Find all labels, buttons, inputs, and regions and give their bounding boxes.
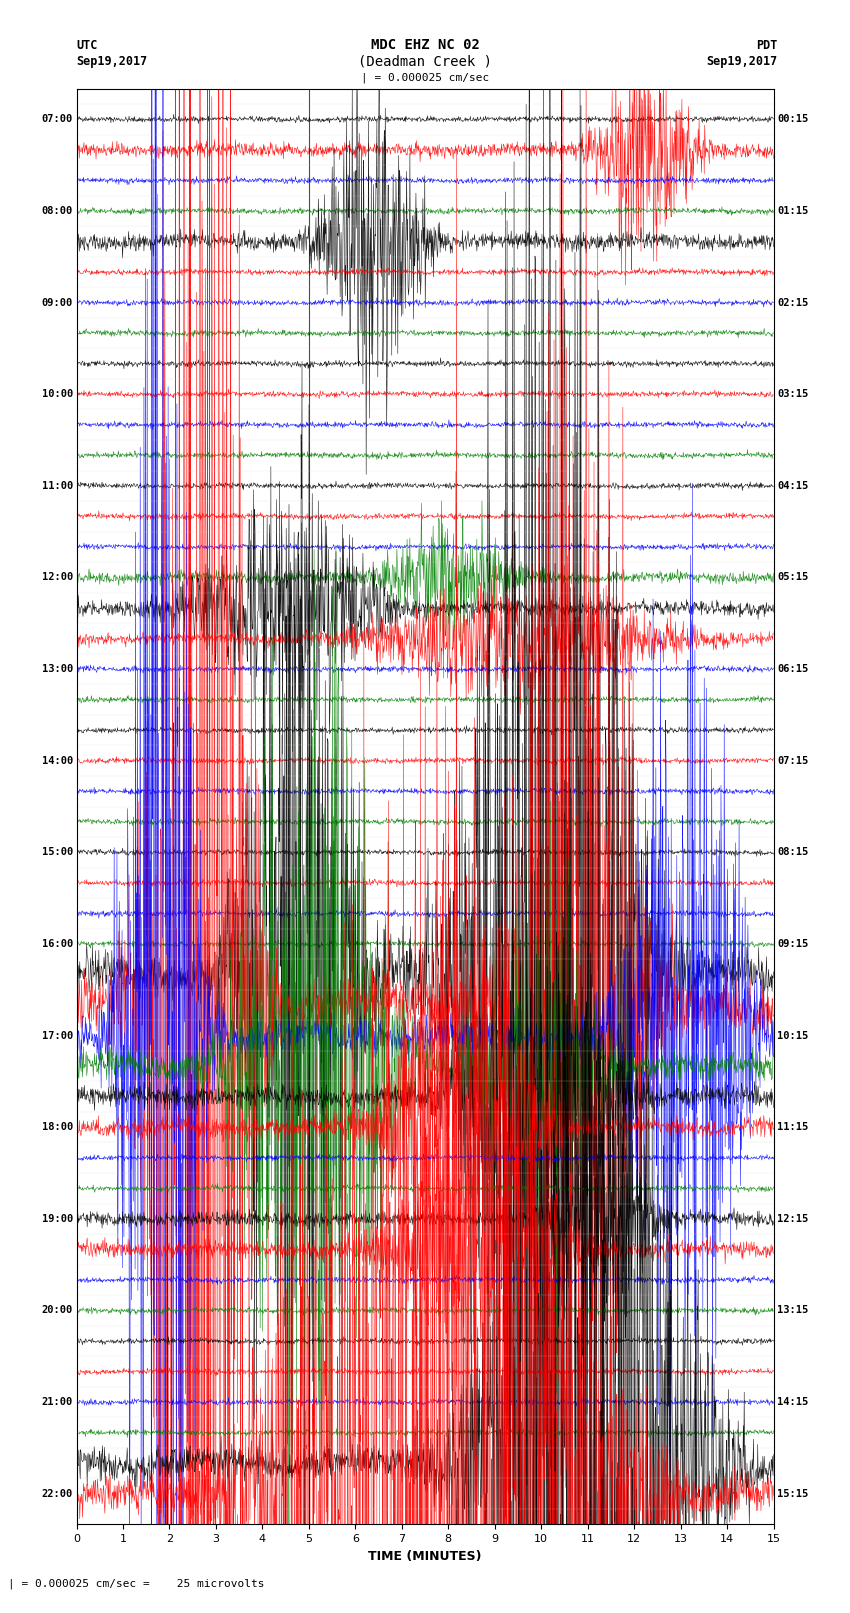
Text: MDC EHZ NC 02: MDC EHZ NC 02	[371, 39, 479, 52]
Text: 02:15: 02:15	[777, 297, 808, 308]
Text: 06:15: 06:15	[777, 665, 808, 674]
Text: 12:00: 12:00	[42, 573, 73, 582]
Text: UTC: UTC	[76, 39, 98, 52]
Text: 17:00: 17:00	[42, 1031, 73, 1040]
Text: 08:00: 08:00	[42, 206, 73, 216]
Text: 04:15: 04:15	[777, 481, 808, 490]
Text: 19:00: 19:00	[42, 1215, 73, 1224]
Text: | = 0.000025 cm/sec: | = 0.000025 cm/sec	[361, 73, 489, 82]
Text: 20:00: 20:00	[42, 1305, 73, 1316]
Text: 03:15: 03:15	[777, 389, 808, 398]
Text: 01:15: 01:15	[777, 206, 808, 216]
Text: 08:15: 08:15	[777, 847, 808, 858]
Text: Sep19,2017: Sep19,2017	[706, 55, 778, 68]
Text: 15:15: 15:15	[777, 1489, 808, 1498]
Text: 13:00: 13:00	[42, 665, 73, 674]
Text: 05:15: 05:15	[777, 573, 808, 582]
Text: PDT: PDT	[756, 39, 778, 52]
Text: 21:00: 21:00	[42, 1397, 73, 1407]
Text: 13:15: 13:15	[777, 1305, 808, 1316]
Text: 15:00: 15:00	[42, 847, 73, 858]
Text: Sep19,2017: Sep19,2017	[76, 55, 148, 68]
Text: 14:00: 14:00	[42, 755, 73, 766]
Text: 10:00: 10:00	[42, 389, 73, 398]
X-axis label: TIME (MINUTES): TIME (MINUTES)	[368, 1550, 482, 1563]
Text: 11:15: 11:15	[777, 1123, 808, 1132]
Text: | = 0.000025 cm/sec =    25 microvolts: | = 0.000025 cm/sec = 25 microvolts	[8, 1579, 265, 1589]
Text: 12:15: 12:15	[777, 1215, 808, 1224]
Text: 22:00: 22:00	[42, 1489, 73, 1498]
Text: 00:15: 00:15	[777, 115, 808, 124]
Text: 16:00: 16:00	[42, 939, 73, 948]
Text: 18:00: 18:00	[42, 1123, 73, 1132]
Text: 09:00: 09:00	[42, 297, 73, 308]
Text: 07:15: 07:15	[777, 755, 808, 766]
Text: (Deadman Creek ): (Deadman Creek )	[358, 55, 492, 68]
Text: 14:15: 14:15	[777, 1397, 808, 1407]
Text: 10:15: 10:15	[777, 1031, 808, 1040]
Text: 09:15: 09:15	[777, 939, 808, 948]
Text: 11:00: 11:00	[42, 481, 73, 490]
Text: 07:00: 07:00	[42, 115, 73, 124]
